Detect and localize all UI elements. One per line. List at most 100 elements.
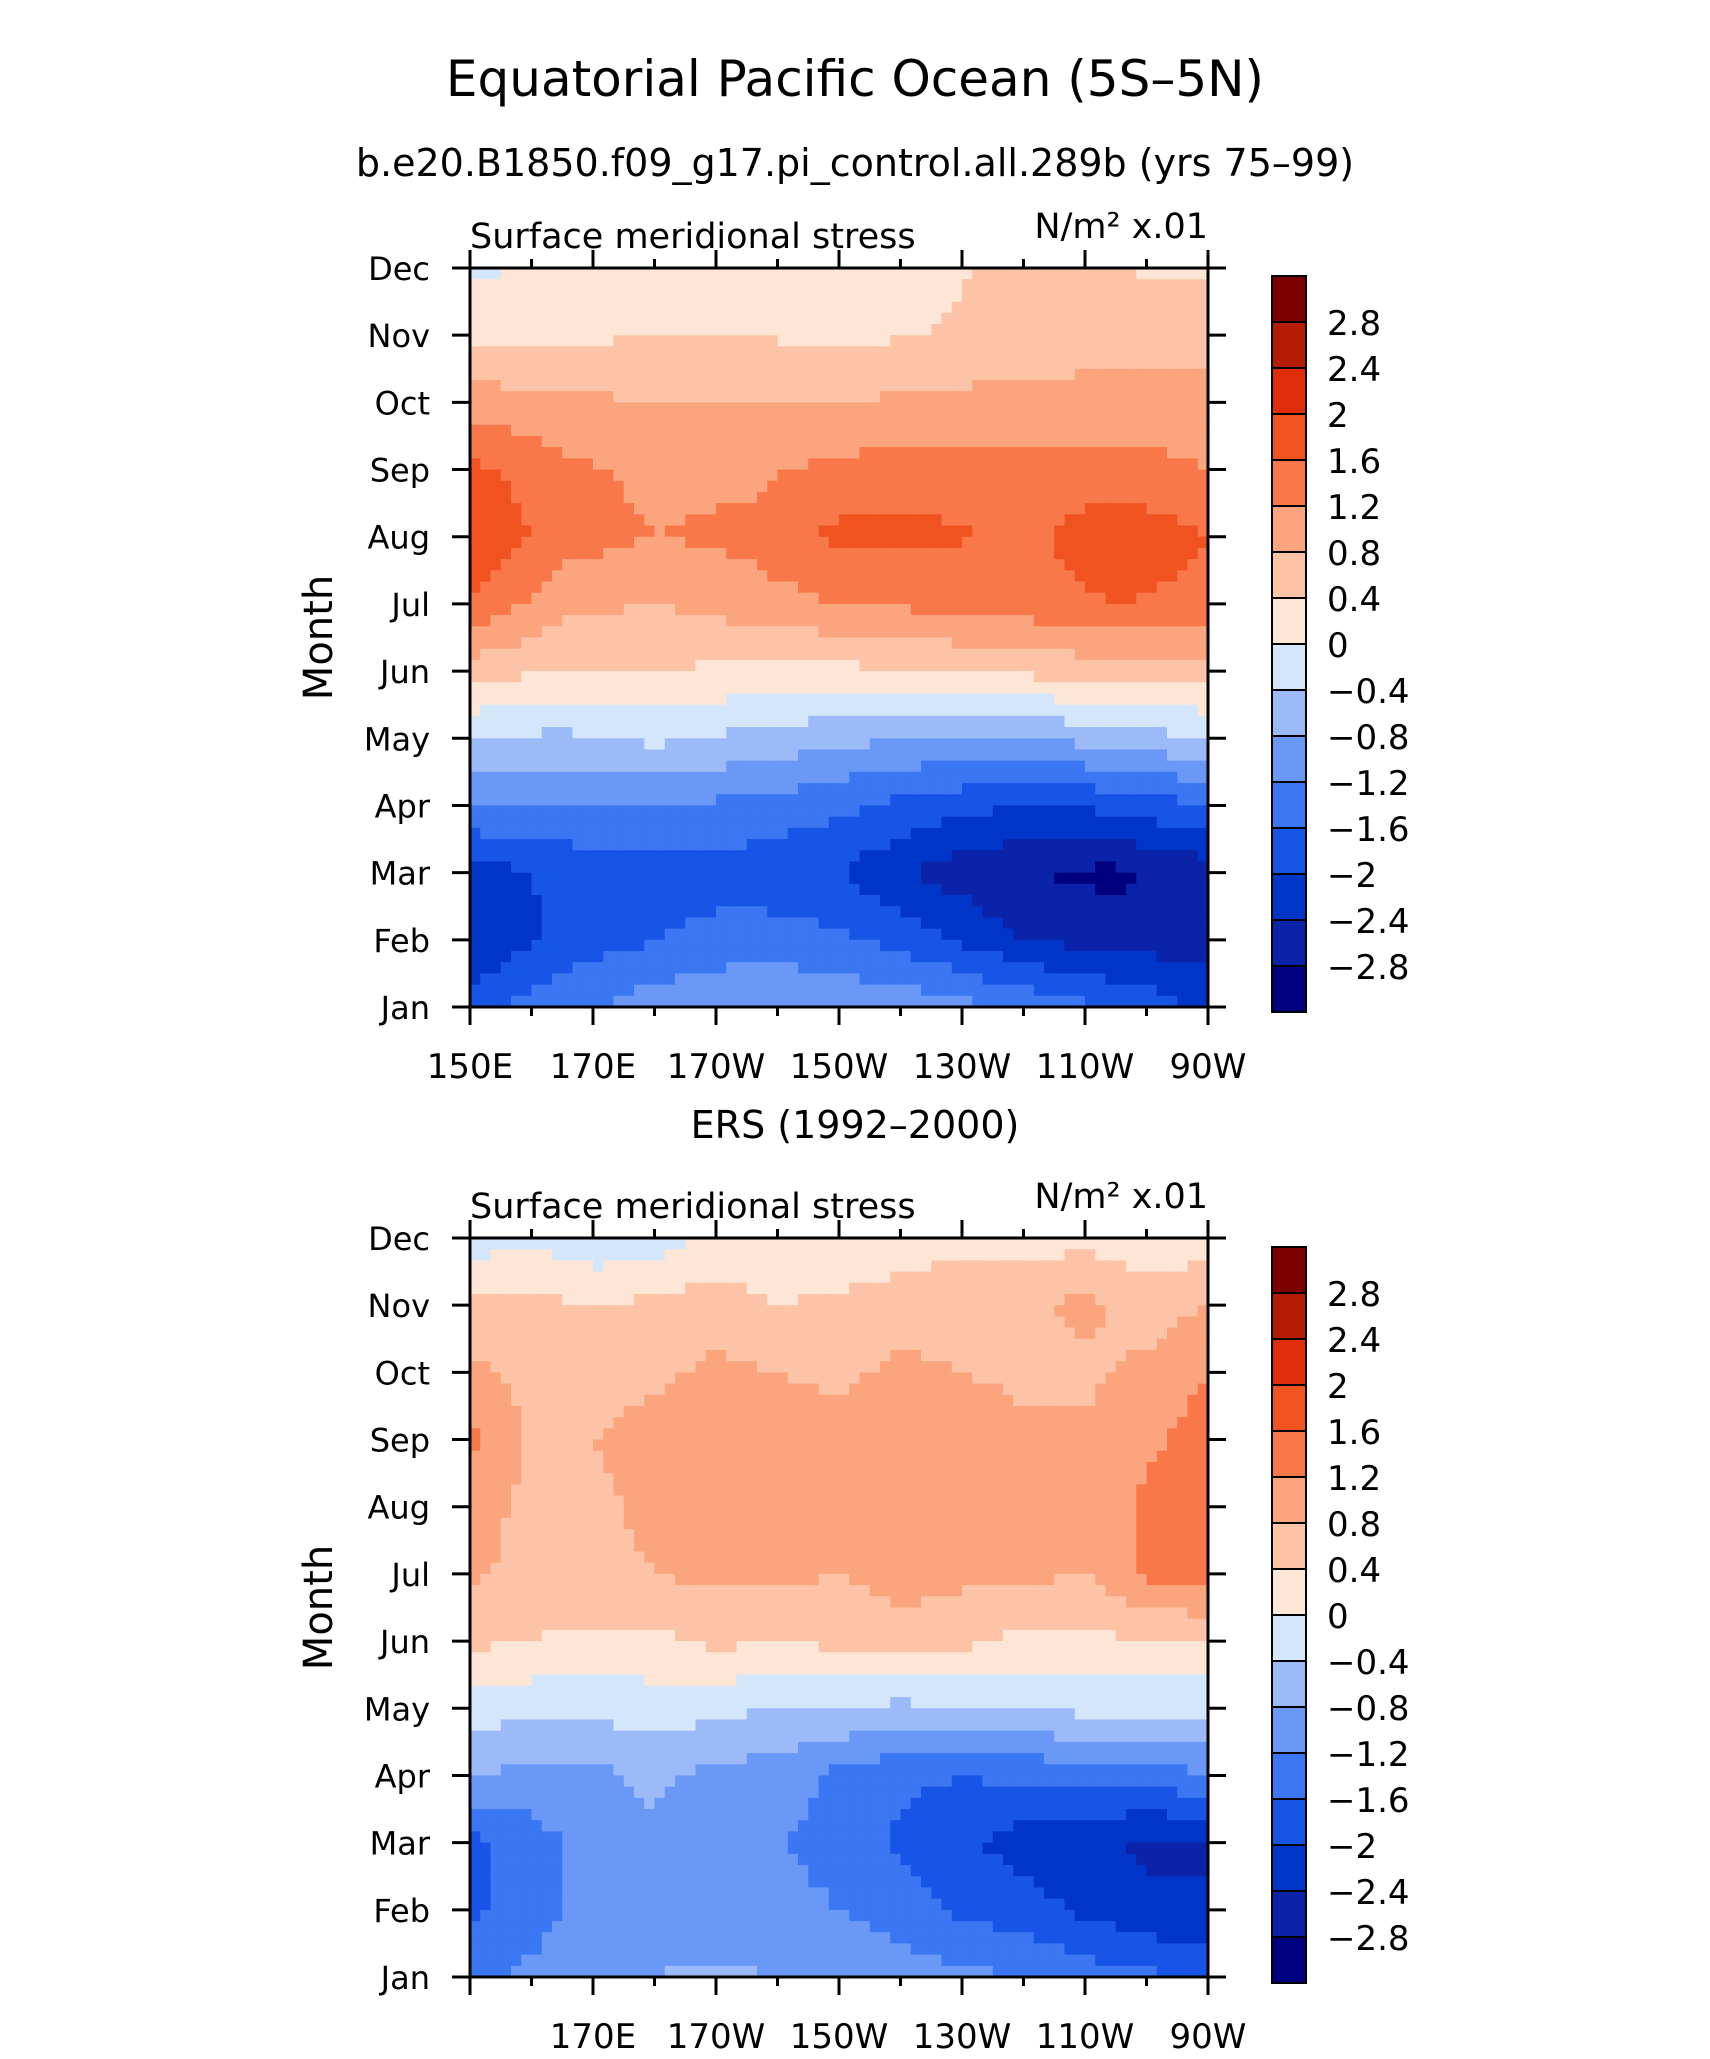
contour-cell [736,760,748,773]
contour-cell [982,503,994,515]
contour-cell [1167,839,1178,851]
lon-tick-label: 90W [1170,1047,1247,1087]
contour-cell [521,839,533,851]
contour-cell [818,939,830,952]
contour-cell [1054,435,1066,448]
contour-cell [767,693,779,706]
contour-cell [992,268,1004,280]
contour-cell [1126,559,1137,571]
contour-cell [869,626,881,639]
contour-cell [982,715,994,728]
contour-cell [1064,895,1076,907]
contour-cell [890,559,902,571]
contour-cell [705,1238,717,1250]
contour-cell [1095,682,1107,695]
contour-cell [839,290,850,303]
contour-cell [746,783,758,795]
contour-cell [828,570,840,583]
contour-cell [541,402,553,415]
contour-cell [1167,659,1178,672]
contour-cell [593,323,604,336]
contour-cell [1074,424,1086,437]
contour-cell [1054,783,1066,795]
contour-cell [1126,312,1137,325]
contour-cell [541,615,553,627]
contour-cell [951,928,963,941]
contour-cell [1085,704,1096,717]
contour-cell [1044,1249,1055,1261]
contour-cell [1136,682,1148,695]
contour-cell [1095,603,1107,616]
contour-cell [1167,547,1178,560]
contour-cell [644,503,656,515]
contour-cell [828,693,840,706]
contour-cell [941,447,953,459]
contour-cell [992,727,1004,739]
contour-cell [962,827,973,840]
contour-cell [798,447,809,459]
contour-cell [695,603,707,616]
contour-cell [1187,424,1199,437]
contour-cell [1187,783,1199,795]
contour-cell [828,626,840,639]
contour-cell [1023,671,1035,683]
contour-cell [1167,413,1178,426]
contour-cell [921,648,932,661]
contour-cell [1187,760,1199,773]
contour-cell [603,503,615,515]
contour-cell [962,917,973,930]
contour-cell [562,637,574,650]
contour-cell [675,536,686,549]
contour-cell [767,368,779,381]
contour-cell [1187,525,1199,538]
contour-cell [1044,525,1055,538]
contour-cell [839,760,850,773]
contour-cell [1023,559,1035,571]
contour-cell [1156,559,1168,571]
contour-cell [634,491,645,504]
contour-cell [1033,839,1045,851]
contour-cell [1167,760,1178,773]
contour-cell [716,525,727,538]
contour-cell [931,861,943,874]
contour-cell [992,312,1004,325]
month-label: Sep [370,452,430,490]
contour-cell [593,626,604,639]
contour-cell [859,491,871,504]
contour-cell [541,794,553,807]
contour-cell [511,895,522,907]
contour-cell [992,514,1004,527]
contour-cell [664,312,676,325]
contour-cell [562,839,574,851]
contour-cell [869,816,881,829]
contour-cell [1115,659,1127,672]
contour-cell [623,491,635,504]
contour-cell [531,514,543,527]
contour-cell [921,671,932,683]
contour-cell [490,592,502,605]
contour-cell [705,514,717,527]
contour-cell [736,301,748,314]
contour-cell [582,659,594,672]
contour-cell [972,771,984,784]
contour-cell [1187,357,1199,370]
contour-cell [552,346,563,359]
contour-cell [511,335,522,347]
contour-cell [634,1249,645,1261]
contour-cell [818,480,830,493]
contour-cell [695,648,707,661]
contour-cell [470,749,481,762]
contour-cell [767,827,779,840]
contour-cell [890,906,902,919]
contour-cell [685,424,697,437]
contour-cell [890,301,902,314]
contour-cell [1146,1249,1158,1261]
contour-cell [480,603,492,616]
contour-cell [839,312,850,325]
contour-cell [613,939,625,952]
contour-cell [828,839,840,851]
contour-cell [828,312,840,325]
contour-cell [634,805,645,818]
contour-cell [1013,503,1025,515]
contour-cell [1013,760,1025,773]
